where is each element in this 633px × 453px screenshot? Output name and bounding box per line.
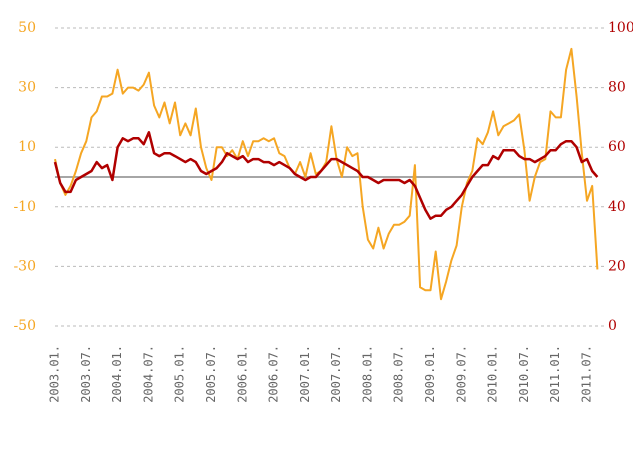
x-tick-label: 2009.01. xyxy=(423,345,437,403)
x-tick-label: 2004.07. xyxy=(141,345,155,403)
x-tick-label: 2011.01. xyxy=(548,345,562,403)
y2-tick-label: 100 xyxy=(608,20,633,36)
y-tick-label: -10 xyxy=(13,199,36,215)
y-tick-label: 10 xyxy=(18,139,36,155)
x-tick-label: 2007.01. xyxy=(298,345,312,403)
y-tick-label: 30 xyxy=(18,80,36,96)
y2-tick-label: 60 xyxy=(608,139,626,155)
x-tick-label: 2011.07. xyxy=(580,345,594,403)
y-tick-label: -30 xyxy=(13,258,36,274)
x-tick-label: 2006.01. xyxy=(235,345,249,403)
x-tick-label: 2007.07. xyxy=(329,345,343,403)
x-tick-label: 2010.07. xyxy=(517,345,531,403)
x-tick-label: 2008.07. xyxy=(392,345,406,403)
x-tick-label: 2009.07. xyxy=(454,345,468,403)
x-tick-label: 2004.01. xyxy=(110,345,124,403)
series-line xyxy=(53,131,599,220)
y-tick-label: 50 xyxy=(18,20,36,36)
x-tick-label: 2003.07. xyxy=(79,345,93,403)
series-line xyxy=(54,47,599,301)
y2-tick-label: 20 xyxy=(608,258,626,274)
x-tick-label: 2005.07. xyxy=(204,345,218,403)
y2-tick-label: 0 xyxy=(608,318,617,334)
x-tick-label: 2010.01. xyxy=(486,345,500,403)
y2-tick-label: 40 xyxy=(608,199,626,215)
x-tick-label: 2003.01. xyxy=(48,345,62,403)
y2-tick-label: 80 xyxy=(608,80,626,96)
x-tick-label: 2008.01. xyxy=(360,345,374,403)
x-tick-label: 2006.07. xyxy=(267,345,281,403)
y-tick-label: -50 xyxy=(13,318,36,334)
x-tick-label: 2005.01. xyxy=(173,345,187,403)
